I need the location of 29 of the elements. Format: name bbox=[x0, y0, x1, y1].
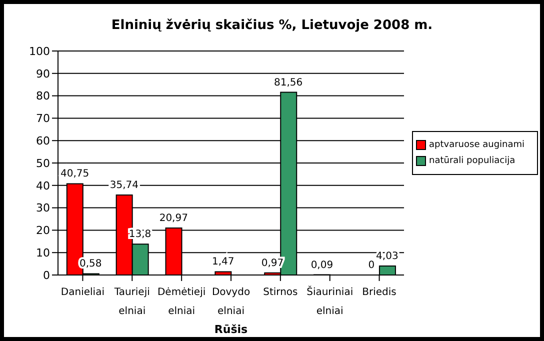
data-label: 40,75 bbox=[60, 168, 90, 180]
y-tick-label: 50 bbox=[36, 156, 50, 170]
chart-title: Elninių žvėrių skaičius %, Lietuvoje 2008 m. bbox=[110, 18, 434, 33]
y-tick-label: 20 bbox=[36, 224, 50, 238]
y-tick-label: 40 bbox=[36, 179, 50, 192]
y-tick-label: 30 bbox=[36, 202, 50, 215]
data-label: 20,97 bbox=[159, 213, 188, 224]
x-tick-label: Stirnos bbox=[263, 287, 298, 298]
legend-label: aptvaruose auginami bbox=[429, 140, 525, 150]
x-tick-label: Taurieji elniai bbox=[113, 287, 150, 317]
data-label: 0 bbox=[368, 260, 375, 271]
x-tick-label: Briedis bbox=[362, 287, 396, 298]
y-tick-label: 80 bbox=[36, 90, 50, 103]
x-tick-label: Dėmėtieji elniai bbox=[157, 287, 206, 317]
legend-label: natūrali populiacija bbox=[429, 156, 516, 166]
y-tick-label: 10 bbox=[36, 246, 50, 260]
y-tick-label: 70 bbox=[36, 112, 50, 126]
y-tick-label: 90 bbox=[36, 67, 50, 80]
data-label: 1,47 bbox=[212, 256, 234, 268]
y-tick-label: 0 bbox=[43, 268, 50, 282]
x-axis-title: Rūšis bbox=[214, 323, 248, 336]
x-tick-label: Danieliai bbox=[60, 287, 104, 298]
data-label: 4,03 bbox=[376, 250, 398, 262]
y-tick-label: 100 bbox=[29, 44, 50, 58]
data-label: 0,09 bbox=[310, 260, 334, 271]
x-tick-label: Dovydo elniai bbox=[212, 287, 250, 317]
data-label: 81,56 bbox=[274, 77, 303, 88]
y-tick-label: 60 bbox=[36, 134, 50, 148]
x-tick-label: Šiauriniai elniai bbox=[306, 285, 354, 317]
